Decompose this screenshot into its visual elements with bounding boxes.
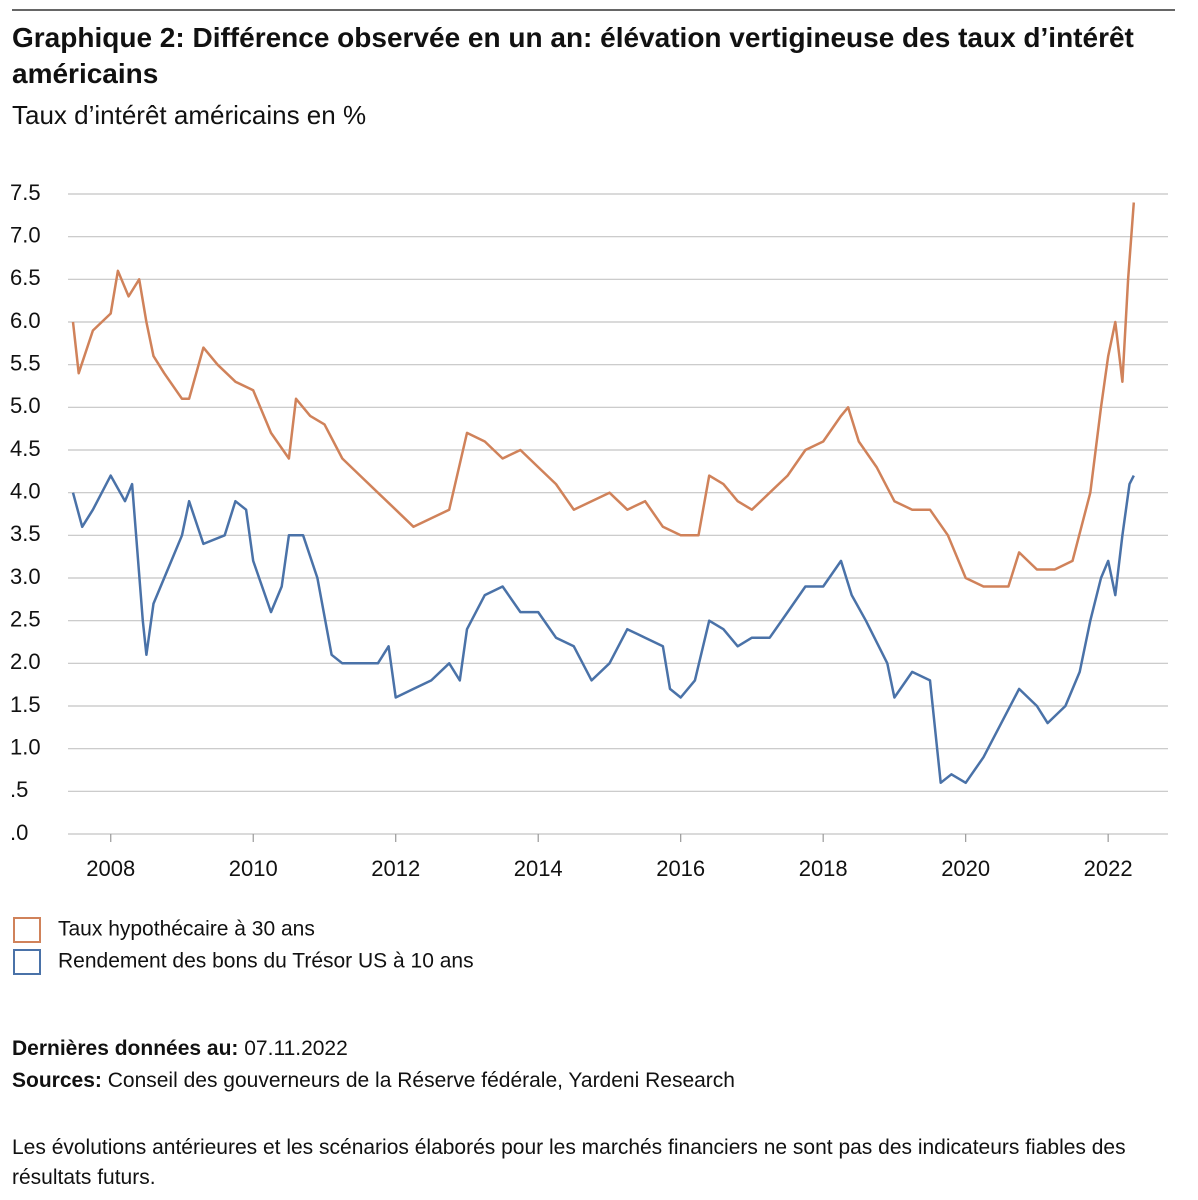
- chart-subtitle: Taux d’intérêt américains en %: [12, 100, 367, 130]
- y-tick-label: 6.0: [10, 308, 41, 333]
- x-tick-label: 2018: [799, 856, 848, 881]
- y-tick-label: 1.0: [10, 734, 41, 759]
- y-tick-label: 1.5: [10, 692, 41, 717]
- date-label: Dernières données au:: [12, 1037, 239, 1060]
- legend-swatch: [13, 917, 41, 943]
- y-tick-label: 3.0: [10, 564, 41, 589]
- x-tick-label: 2010: [229, 856, 278, 881]
- x-tick-label: 2022: [1084, 856, 1133, 881]
- y-tick-label: 7.0: [10, 222, 41, 247]
- x-tick-label: 2016: [656, 856, 705, 881]
- disclaimer: Les évolutions antérieures et les scénar…: [12, 1136, 1126, 1189]
- y-tick-label: 7.5: [10, 180, 41, 205]
- x-tick-label: 2012: [371, 856, 420, 881]
- date-note: Dernières données au: 07.11.2022: [12, 1037, 348, 1061]
- y-tick-label: 2.0: [10, 649, 41, 674]
- x-tick-label: 2020: [941, 856, 990, 881]
- sources-label: Sources:: [12, 1069, 102, 1092]
- y-tick-label: 5.0: [10, 393, 41, 418]
- y-tick-label: 4.5: [10, 436, 41, 461]
- y-tick-label: 2.5: [10, 606, 41, 631]
- legend-swatch: [13, 949, 41, 975]
- y-tick-label: 6.5: [10, 265, 41, 290]
- y-tick-label: .0: [10, 820, 28, 845]
- series-line: [71, 202, 1136, 588]
- legend-label: Taux hypothécaire à 30 ans: [58, 918, 315, 941]
- chart-title: Graphique 2: Différence observée en un a…: [12, 22, 1134, 89]
- sources: Conseil des gouverneurs de la Réserve fé…: [107, 1069, 735, 1092]
- series-line: [71, 474, 1135, 785]
- y-tick-label: 3.5: [10, 521, 41, 546]
- y-tick-label: 4.0: [10, 478, 41, 503]
- legend-label: Rendement des bons du Trésor US à 10 ans: [58, 950, 474, 973]
- sources-note: Sources: Conseil des gouverneurs de la R…: [12, 1069, 735, 1093]
- x-tick-label: 2008: [86, 856, 135, 881]
- y-tick-label: 5.5: [10, 350, 41, 375]
- x-tick-label: 2014: [514, 856, 563, 881]
- y-tick-label: .5: [10, 777, 28, 802]
- date: 07.11.2022: [244, 1037, 348, 1060]
